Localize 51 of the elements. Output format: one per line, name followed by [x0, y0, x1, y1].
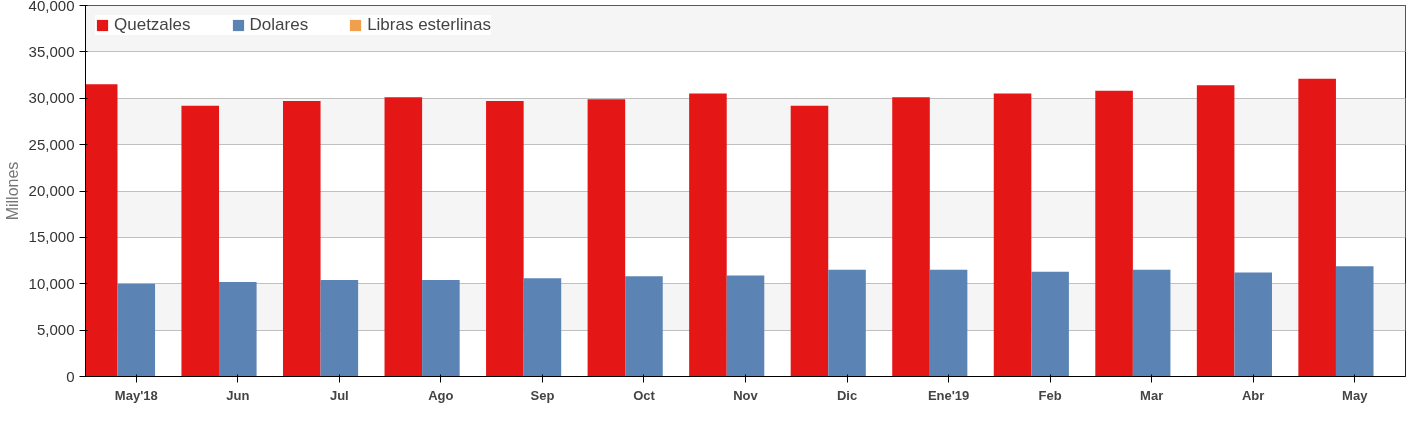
x-tick-label: Ene'19: [927, 387, 970, 403]
bar: [828, 269, 866, 377]
y-tick-label: 0: [66, 367, 75, 385]
bar: [1335, 266, 1374, 377]
bar: [929, 269, 968, 377]
x-tick-label: Jul: [329, 387, 349, 403]
bar: [726, 275, 765, 377]
bar: [422, 280, 460, 377]
bar: [181, 105, 220, 377]
bar: [1196, 85, 1235, 377]
bar: [1132, 269, 1171, 377]
x-tick-label: Dic: [836, 387, 858, 403]
bar: [689, 93, 727, 377]
x-tick-label: Feb: [1038, 387, 1062, 403]
x-tick-label: Nov: [733, 387, 759, 403]
y-tick-label: 15,000: [28, 228, 75, 246]
legend-label: Dolares: [249, 15, 309, 35]
x-tick-label: Ago: [428, 387, 454, 403]
y-axis-title: Millones: [3, 161, 21, 221]
x-tick-label: Mar: [1140, 387, 1164, 403]
bar: [523, 278, 562, 377]
y-tick-label: 10,000: [28, 274, 75, 292]
bar: [219, 281, 257, 377]
legend-label: Libras esterlinas: [367, 15, 491, 35]
bar: [1031, 271, 1069, 377]
bar: [117, 283, 156, 377]
bar: [790, 105, 829, 377]
bar: [625, 276, 663, 377]
x-tick-label: Oct: [633, 387, 656, 403]
bar: [384, 97, 423, 377]
x-tick-label: Sep: [530, 387, 555, 403]
bar: [892, 97, 930, 377]
bar: [993, 93, 1032, 377]
x-tick-label: Jun: [226, 387, 250, 403]
legend-label: Quetzales: [114, 15, 191, 35]
bar: [1234, 272, 1272, 377]
y-tick-label: 30,000: [28, 89, 75, 107]
x-tick-label: May: [1342, 387, 1369, 403]
bar: [320, 280, 359, 377]
bar: [486, 101, 524, 377]
y-tick-label: 5,000: [36, 321, 75, 339]
x-tick-label: May'18: [114, 387, 158, 403]
bar: [1298, 78, 1336, 377]
y-tick-label: 35,000: [28, 42, 75, 60]
y-tick-label: 20,000: [28, 182, 75, 199]
x-tick-label: Abr: [1242, 387, 1265, 403]
y-tick-label: 25,000: [28, 135, 75, 153]
bar: [1095, 90, 1133, 377]
bar: [282, 101, 321, 377]
bar: [587, 99, 626, 377]
y-tick-label: 40,000: [28, 0, 75, 14]
